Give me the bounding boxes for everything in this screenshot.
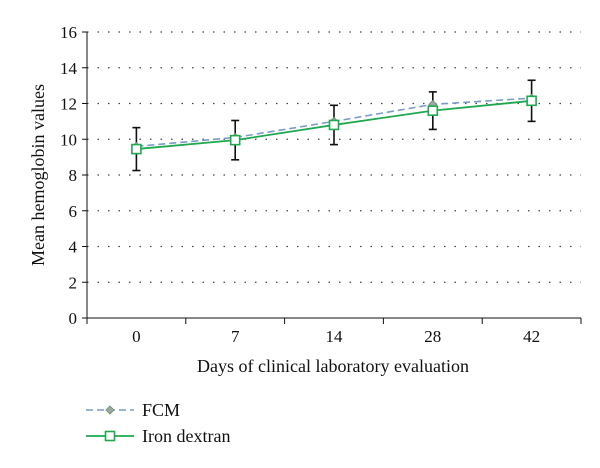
x-axis-label: Days of clinical laboratory evaluation	[197, 356, 469, 376]
y-tick-label: 2	[69, 273, 78, 292]
y-tick-label: 6	[69, 202, 78, 221]
x-axis-ticks: 0 7 14 28 42	[86, 318, 582, 346]
x-tick-label: 28	[424, 327, 441, 346]
y-axis-label: Mean hemoglobin values	[28, 84, 48, 266]
data-point	[526, 95, 537, 107]
y-tick-label: 14	[60, 59, 78, 78]
legend-marker	[104, 430, 116, 442]
legend-marker	[105, 405, 115, 415]
data-point	[229, 134, 241, 146]
x-tick-label: 0	[132, 327, 141, 346]
y-tick-label: 16	[60, 23, 77, 42]
data-point	[131, 143, 142, 155]
x-tick-label: 7	[231, 327, 240, 346]
legend: FCM Iron dextran	[86, 400, 230, 446]
legend-label: Iron dextran	[142, 426, 230, 446]
data-point	[427, 105, 439, 116]
y-tick-label: 12	[60, 95, 77, 114]
y-tick-label: 8	[69, 166, 78, 185]
x-tick-label: 14	[326, 327, 344, 346]
grid-lines	[87, 31, 581, 283]
y-axis-ticks: 0 2 4 6 8 10 12 14 16	[60, 23, 87, 328]
x-tick-label: 42	[523, 327, 540, 346]
data-point	[328, 119, 340, 131]
y-tick-label: 4	[69, 238, 78, 257]
series-layer	[131, 79, 537, 172]
y-tick-label: 10	[60, 130, 77, 149]
legend-label: FCM	[142, 400, 180, 420]
y-tick-label: 0	[69, 309, 78, 328]
